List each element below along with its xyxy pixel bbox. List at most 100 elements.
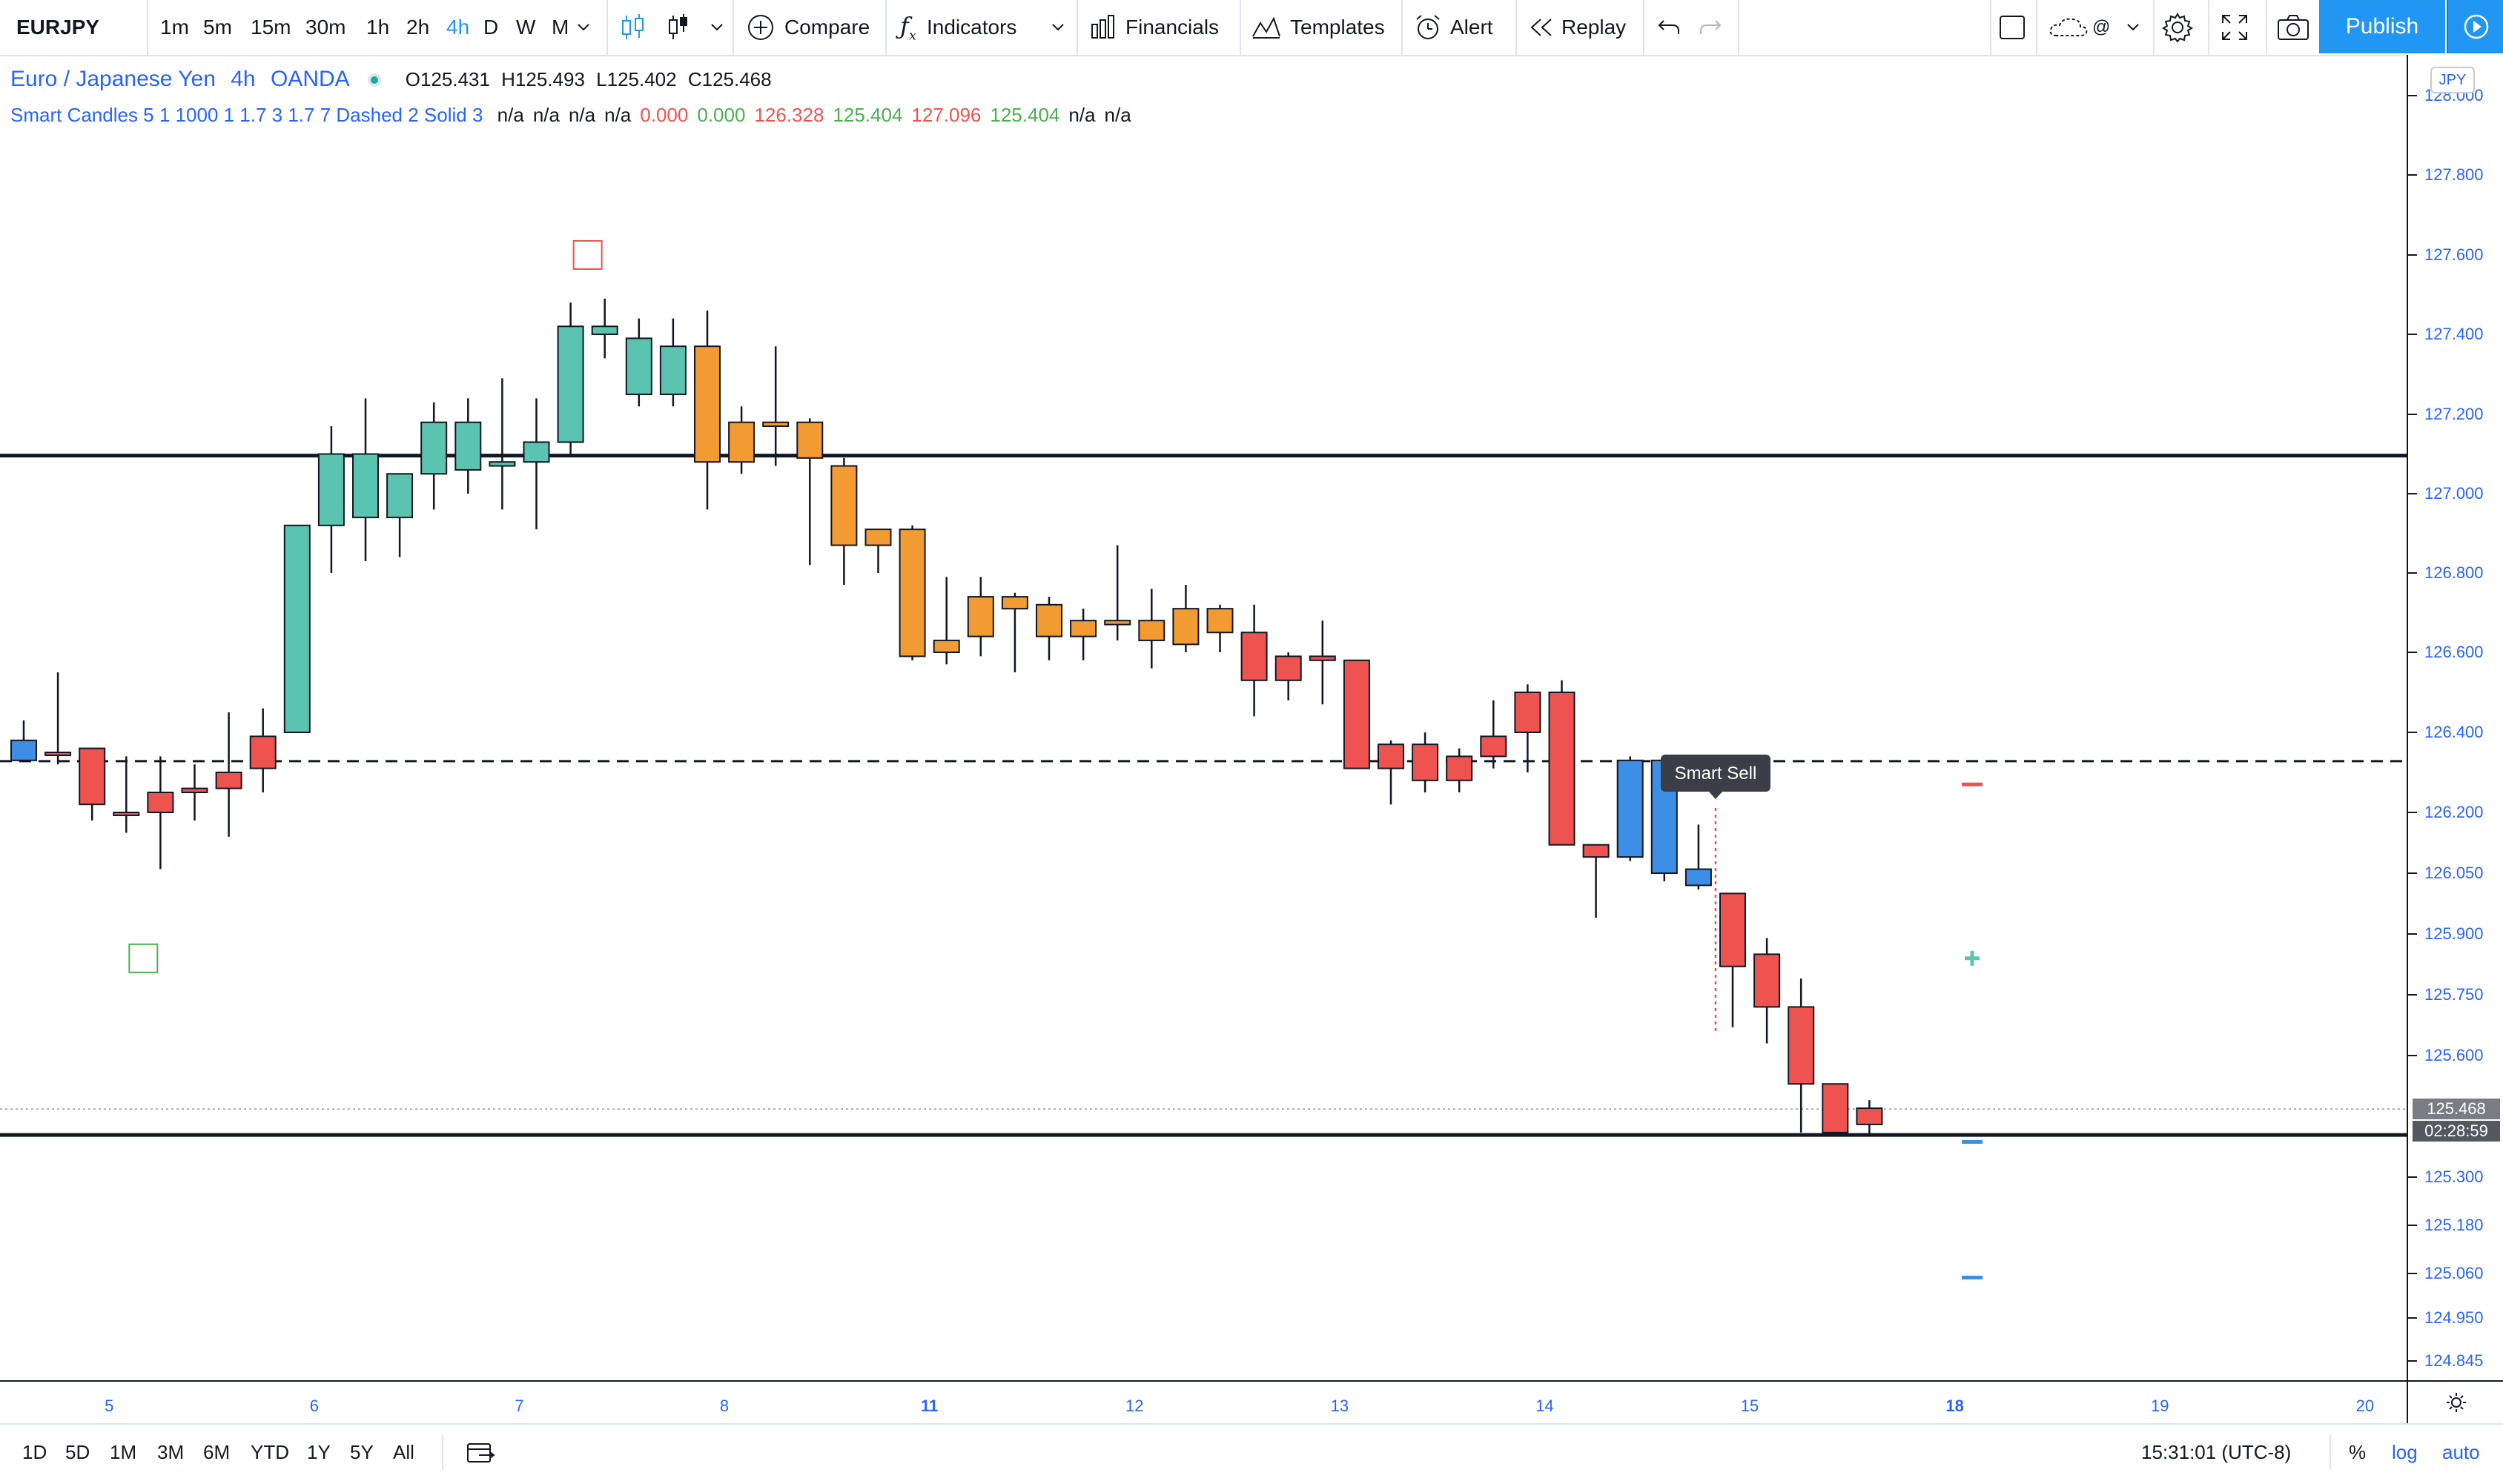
candle-body[interactable] [933,639,960,654]
go-to-date-button[interactable] [466,1425,495,1480]
candle-body[interactable] [147,792,174,813]
chevron-down-icon[interactable] [1051,0,1065,55]
candle-body[interactable] [181,787,208,793]
candle-body[interactable] [1446,755,1473,781]
candle-body[interactable] [1172,608,1200,646]
last-price-badge[interactable]: 125.468 [2413,1099,2500,1120]
bar-style-button[interactable] [620,0,647,55]
currency-badge[interactable]: JPY [2430,67,2475,93]
range-6m[interactable]: 6M [203,1441,231,1463]
timeframe-2h[interactable]: 2h [406,16,430,39]
publish-button[interactable]: Publish [2319,0,2445,53]
range-all[interactable]: All [393,1441,414,1463]
candle-body[interactable] [1412,743,1439,781]
templates-button[interactable]: Templates [1252,0,1385,55]
instrument-name[interactable]: Euro / Japanese Yen [10,67,216,91]
time-axis[interactable]: 5 6 7 8 11 12 13 14 15 18 19 20 [0,1380,2407,1423]
candle-body[interactable] [1514,692,1541,733]
candle-body[interactable] [79,747,106,806]
candle-body[interactable] [386,473,414,519]
candle-body[interactable] [113,812,140,816]
candle-body[interactable] [1582,844,1610,858]
candle-body[interactable] [1001,596,1028,610]
fullscreen-icon[interactable] [2220,0,2249,55]
candle-body[interactable] [1070,620,1097,637]
candle-body[interactable] [967,596,994,637]
timeframe-15m[interactable]: 15m [251,16,291,39]
candle-body[interactable] [1684,868,1712,887]
chevron-down-icon[interactable] [2126,0,2140,55]
signal-box[interactable] [572,240,603,270]
auto-toggle[interactable]: auto [2442,1441,2480,1463]
range-3m[interactable]: 3M [157,1441,185,1463]
gear-icon[interactable] [2162,0,2193,55]
alert-button[interactable]: Alert [1413,0,1493,55]
candle-body[interactable] [899,529,926,657]
financials-button[interactable]: Financials [1090,0,1219,55]
candle-body[interactable] [1788,1006,1815,1085]
chart-canvas[interactable]: Smart Sell [0,55,2407,1380]
fullscreen-box-icon[interactable] [1997,0,2027,55]
candle-body[interactable] [1480,735,1507,758]
candle-body[interactable] [1343,659,1370,769]
candle-body[interactable] [1274,655,1302,681]
range-1y[interactable]: 1Y [307,1441,331,1463]
timeframe-30m[interactable]: 30m [305,16,346,39]
range-5d[interactable]: 5D [65,1441,90,1463]
timeframe-d[interactable]: D [483,16,499,39]
bar-chart-icon[interactable] [667,0,690,55]
candle-body[interactable] [557,325,584,443]
candle-body[interactable] [283,524,311,733]
candle-body[interactable] [10,739,37,761]
candle-body[interactable] [1138,620,1165,641]
compare-button[interactable]: Compare [746,0,870,55]
redo-icon[interactable] [1698,0,1723,55]
candle-body[interactable] [1240,632,1268,681]
candle-body[interactable] [728,421,755,463]
timeframe-1m[interactable]: 1m [160,16,189,39]
candle-body[interactable] [591,325,618,335]
candle-body[interactable] [694,345,721,463]
candle-body[interactable] [317,453,345,526]
chevron-down-icon[interactable] [710,0,724,55]
timeframe-m[interactable]: M [552,16,569,39]
symbol-search[interactable]: EURJPY [16,16,100,39]
smart-sell-tooltip[interactable] [1660,755,1770,792]
range-ytd[interactable]: YTD [251,1441,289,1463]
candle-body[interactable] [420,421,448,475]
candle-body[interactable] [523,441,550,463]
indicator-name[interactable]: Smart Candles 5 1 1000 1 1.7 3 1.7 7 Das… [10,104,483,126]
percent-toggle[interactable]: % [2349,1441,2367,1463]
candle-body[interactable] [1309,655,1336,661]
indicators-button[interactable]: ƒx Indicators [900,0,1016,55]
undo-icon[interactable] [1656,0,1682,55]
timeframe-4h[interactable]: 4h [446,16,470,39]
candle-body[interactable] [352,453,379,519]
candle-body[interactable] [454,421,482,471]
price-axis[interactable]: 128.000 127.800 127.600 127.400 127.200 127.0… [2407,55,2503,1382]
candle-body[interactable] [796,421,824,459]
layout-button[interactable]: @ [2048,0,2110,55]
candle-body[interactable] [1036,603,1062,637]
candle-body[interactable] [1856,1107,1883,1125]
candle-body[interactable] [659,345,687,396]
candle-body[interactable] [44,752,72,756]
candle-body[interactable] [762,421,790,428]
range-1m[interactable]: 1M [110,1441,137,1463]
chevron-down-icon[interactable] [577,0,590,55]
clock-display[interactable]: 15:31:01 (UTC-8) [2141,1441,2292,1463]
timeframe-5m[interactable]: 5m [203,16,232,39]
range-5y[interactable]: 5Y [350,1441,374,1463]
signal-box[interactable] [128,943,159,973]
replay-button[interactable]: Replay [1529,0,1626,55]
camera-icon[interactable] [2276,0,2310,55]
candle-body[interactable] [1548,692,1575,846]
candle-body[interactable] [1206,608,1234,634]
timeframe-w[interactable]: W [516,16,536,39]
candle-body[interactable] [215,772,242,789]
range-1d[interactable]: 1D [22,1441,47,1463]
candle-body[interactable] [1104,620,1131,626]
candle-body[interactable] [1822,1083,1849,1133]
axis-settings-button[interactable] [2407,1380,2503,1423]
play-button[interactable] [2447,0,2503,53]
